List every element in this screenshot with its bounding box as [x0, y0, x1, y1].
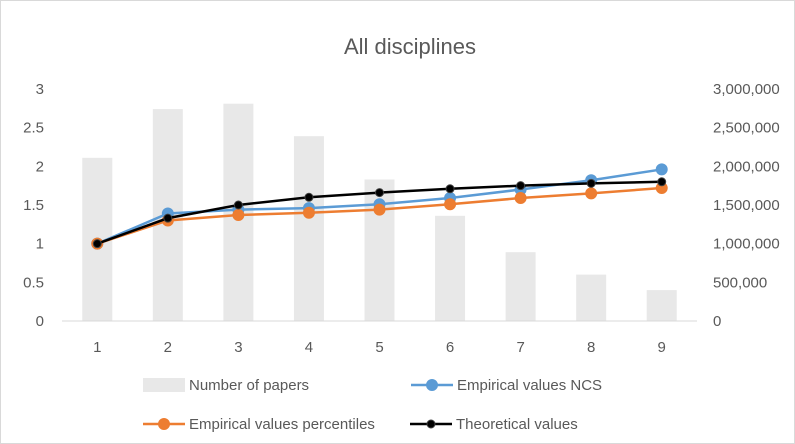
data-point [585, 187, 598, 200]
data-point [655, 163, 668, 176]
data-point [232, 209, 245, 222]
x-axis-ticks: 1 2 3 4 5 6 7 8 9 [93, 339, 666, 356]
right-tick-label: 2,500,000 [713, 120, 780, 137]
right-tick-label: 1,500,000 [713, 197, 780, 214]
data-point [445, 184, 455, 194]
right-tick-label: 1,000,000 [713, 236, 780, 253]
bar [435, 215, 466, 321]
right-axis-ticks: 0 500,000 1,000,000 1,500,000 2,000,000 2,500… [713, 81, 780, 330]
data-point [516, 181, 526, 191]
legend: Number of papers Empirical values NCS Empi… [143, 377, 602, 433]
legend-swatch [143, 378, 185, 392]
right-tick-label: 2,000,000 [713, 158, 780, 175]
data-point [163, 213, 173, 223]
legend-item: Empirical values NCS [411, 377, 602, 394]
right-tick-label: 3,000,000 [713, 81, 780, 98]
bar [646, 290, 677, 321]
left-axis-ticks: 0 0.5 1 1.5 2 2.5 3 [23, 81, 44, 330]
legend-marker [426, 379, 438, 391]
left-tick-label: 0.5 [23, 274, 44, 291]
chart-title: All disciplines [344, 34, 476, 59]
legend-label: Theoretical values [456, 416, 578, 433]
x-tick-label: 7 [516, 339, 524, 356]
legend-marker [158, 418, 170, 430]
legend-item: Number of papers [143, 377, 309, 394]
legend-label: Empirical values percentiles [189, 416, 375, 433]
bar [505, 252, 536, 321]
line-series [91, 163, 668, 250]
left-tick-label: 0 [36, 313, 44, 330]
x-tick-label: 1 [93, 339, 101, 356]
bar [293, 136, 324, 321]
legend-marker [426, 419, 436, 429]
x-tick-label: 6 [446, 339, 454, 356]
data-point [375, 188, 384, 198]
data-point [92, 239, 102, 249]
data-point [373, 203, 386, 216]
data-point [304, 192, 314, 202]
left-tick-label: 2 [36, 158, 44, 175]
data-point [586, 178, 596, 188]
right-tick-label: 0 [713, 313, 721, 330]
left-tick-label: 1 [36, 236, 44, 253]
left-tick-label: 1.5 [23, 197, 44, 214]
right-tick-label: 500,000 [713, 274, 767, 291]
data-point [657, 177, 667, 187]
x-tick-label: 2 [164, 339, 172, 356]
bar [576, 274, 607, 321]
x-tick-label: 5 [375, 339, 383, 356]
data-point [514, 192, 527, 205]
legend-item: Empirical values percentiles [143, 416, 375, 433]
x-tick-label: 9 [658, 339, 666, 356]
legend-item: Theoretical values [410, 416, 578, 433]
data-point [444, 198, 457, 211]
left-tick-label: 3 [36, 81, 44, 98]
legend-label: Empirical values NCS [457, 377, 602, 394]
x-tick-label: 8 [587, 339, 595, 356]
x-tick-label: 4 [305, 339, 313, 356]
legend-label: Number of papers [189, 377, 309, 394]
data-point [302, 206, 315, 219]
x-tick-label: 3 [234, 339, 242, 356]
data-point [233, 200, 243, 210]
left-tick-label: 2.5 [23, 120, 44, 137]
